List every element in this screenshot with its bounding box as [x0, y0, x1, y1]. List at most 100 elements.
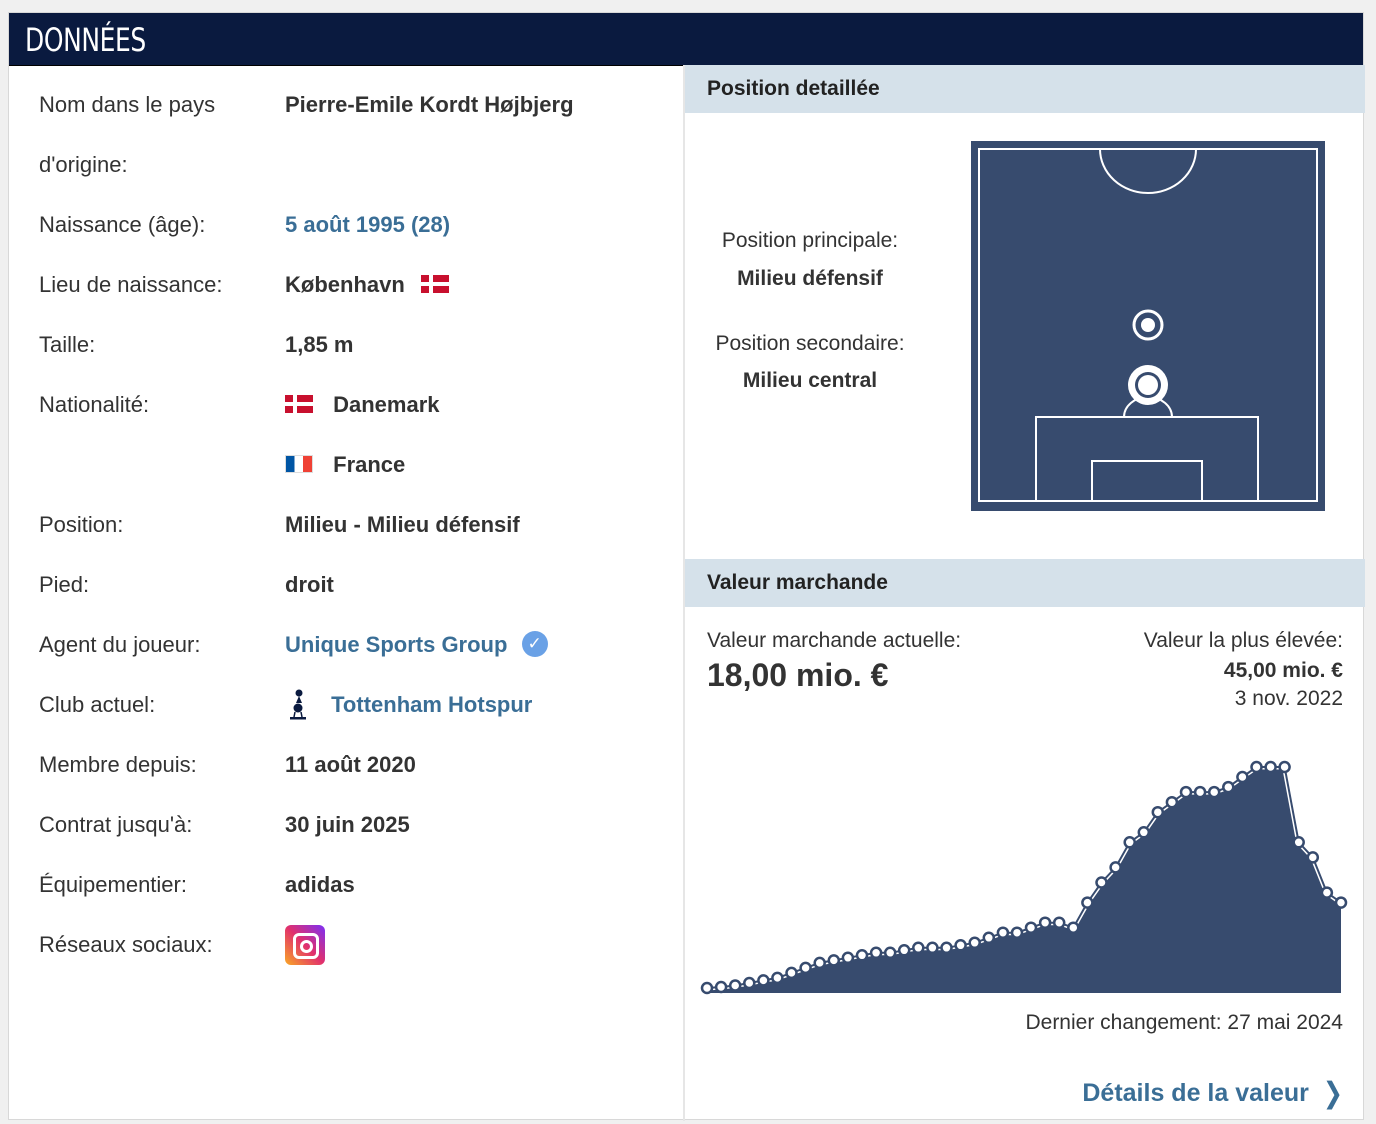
fact-row-social: Réseaux sociaux:: [39, 915, 679, 975]
right-panel: Position detaillée Position principale: …: [685, 65, 1365, 1121]
chart-point: [743, 976, 756, 990]
birth-date-link[interactable]: 5 août 1995 (28): [285, 212, 451, 237]
fact-value: Unique Sports Group ✓: [285, 615, 548, 675]
fact-label: Club actuel:: [39, 692, 156, 717]
france-flag-icon: [285, 455, 313, 474]
fact-label: Contrat jusqu'à:: [39, 812, 193, 837]
chart-point: [1024, 921, 1038, 934]
chevron-right-icon: ❯: [1322, 1077, 1343, 1110]
chart-point: [757, 974, 770, 987]
main-position-dot: [1138, 375, 1158, 395]
facts-panel: Nom dans le pays Pierre-Emile Kordt Højb…: [9, 65, 685, 1121]
nationality-2: France: [333, 452, 406, 477]
centre-circle: [1099, 148, 1197, 194]
fact-value: 1,85 m: [285, 332, 354, 357]
fact-value: droit: [285, 572, 334, 597]
fact-label: Nationalité:: [39, 392, 150, 417]
chart-point: [1010, 926, 1024, 939]
chart-point: [771, 971, 784, 985]
chart-point: [940, 941, 953, 955]
last-change-text: Dernier changement: 27 mai 2024: [1025, 1011, 1343, 1034]
player-data-box: DONNÉES Nom dans le pays Pierre-Emile Ko…: [8, 12, 1365, 1121]
chart-point: [926, 941, 939, 955]
box-header: DONNÉES: [9, 13, 1363, 66]
chart-point: [1179, 785, 1193, 799]
fact-value: adidas: [285, 872, 355, 897]
fact-value: Danemark: [285, 375, 440, 435]
chart-point: [799, 961, 812, 975]
chart-point: [841, 951, 855, 965]
chart-point: [1081, 896, 1094, 909]
fact-value: 30 juin 2025: [285, 812, 410, 837]
verified-check-icon: ✓: [521, 631, 548, 658]
fact-value: France: [285, 435, 405, 495]
chart-point: [1334, 896, 1348, 909]
current-value: 18,00 mio. €: [707, 657, 889, 693]
instagram-icon[interactable]: [285, 925, 325, 965]
chart-point: [883, 946, 897, 960]
agent-link[interactable]: Unique Sports Group: [285, 632, 508, 657]
chart-point: [1207, 785, 1221, 799]
chart-point: [1067, 921, 1080, 934]
nationality-1: Danemark: [333, 392, 440, 417]
chart-area: [707, 767, 1341, 993]
chart-point: [1038, 916, 1052, 929]
position-heading: Position detaillée: [685, 65, 1365, 113]
fact-value: Milieu - Milieu défensif: [285, 512, 520, 537]
chart-point: [954, 939, 967, 952]
value-details-text: Détails de la valeur: [1082, 1079, 1309, 1107]
chart-point: [968, 936, 981, 950]
fact-label: Taille:: [39, 332, 96, 357]
chart-point: [785, 966, 798, 980]
chart-point: [996, 926, 1010, 939]
chart-point: [1292, 836, 1305, 849]
chart-point: [1306, 851, 1320, 864]
chart-point: [1095, 876, 1108, 889]
fact-label: Position:: [39, 512, 124, 537]
chart-point: [728, 979, 742, 992]
current-value-label: Valeur marchande actuelle:: [707, 629, 962, 652]
club-link[interactable]: Tottenham Hotspur: [331, 692, 533, 717]
chart-point: [1250, 760, 1263, 774]
chart-point: [1165, 795, 1179, 809]
chart-point: [1052, 916, 1066, 929]
tottenham-crest-icon[interactable]: [285, 687, 311, 721]
fact-label: Naissance (âge):: [39, 212, 206, 237]
birthplace-text: København: [285, 272, 405, 297]
chart-point: [982, 931, 996, 945]
value-details-link[interactable]: Détails de la valeur ❯: [1082, 1077, 1343, 1110]
chart-point: [1320, 886, 1334, 899]
chart-point: [1222, 780, 1235, 794]
secondary-position-value: Milieu central: [742, 369, 878, 392]
chart-point: [1137, 826, 1151, 839]
chart-point: [1123, 836, 1136, 849]
market-value-chart[interactable]: [685, 745, 1365, 1005]
chart-point: [714, 980, 728, 994]
chart-point: [827, 954, 841, 967]
highest-value-label: Valeur la plus élevée:: [1143, 629, 1343, 652]
chart-point: [1193, 785, 1207, 799]
chart-point: [700, 981, 714, 995]
fact-value: Tottenham Hotspur: [285, 675, 532, 735]
fact-value: 11 août 2020: [285, 752, 416, 777]
goal-box: [1091, 460, 1203, 502]
chart-point: [1236, 770, 1249, 784]
fact-label: Équipementier:: [39, 872, 187, 897]
chart-line: [706, 766, 1342, 989]
chart-point: [1151, 805, 1165, 819]
chart-point: [912, 941, 925, 955]
box-title: DONNÉES: [25, 21, 146, 59]
pitch-diagram: [971, 141, 1325, 511]
secondary-position-label: Position secondaire:: [715, 332, 905, 355]
main-position-value: Milieu défensif: [737, 267, 883, 290]
chart-point: [1109, 861, 1122, 874]
highest-value: 45,00 mio. €: [1223, 659, 1343, 682]
fact-label: Nom dans le pays: [39, 92, 216, 117]
chart-point: [855, 949, 869, 962]
chart-point: [1278, 760, 1291, 774]
fact-value: København: [285, 255, 449, 315]
fact-label: d'origine:: [39, 152, 128, 177]
chart-point: [897, 944, 911, 957]
fact-label: Membre depuis:: [39, 752, 197, 777]
chart-point: [813, 956, 826, 970]
